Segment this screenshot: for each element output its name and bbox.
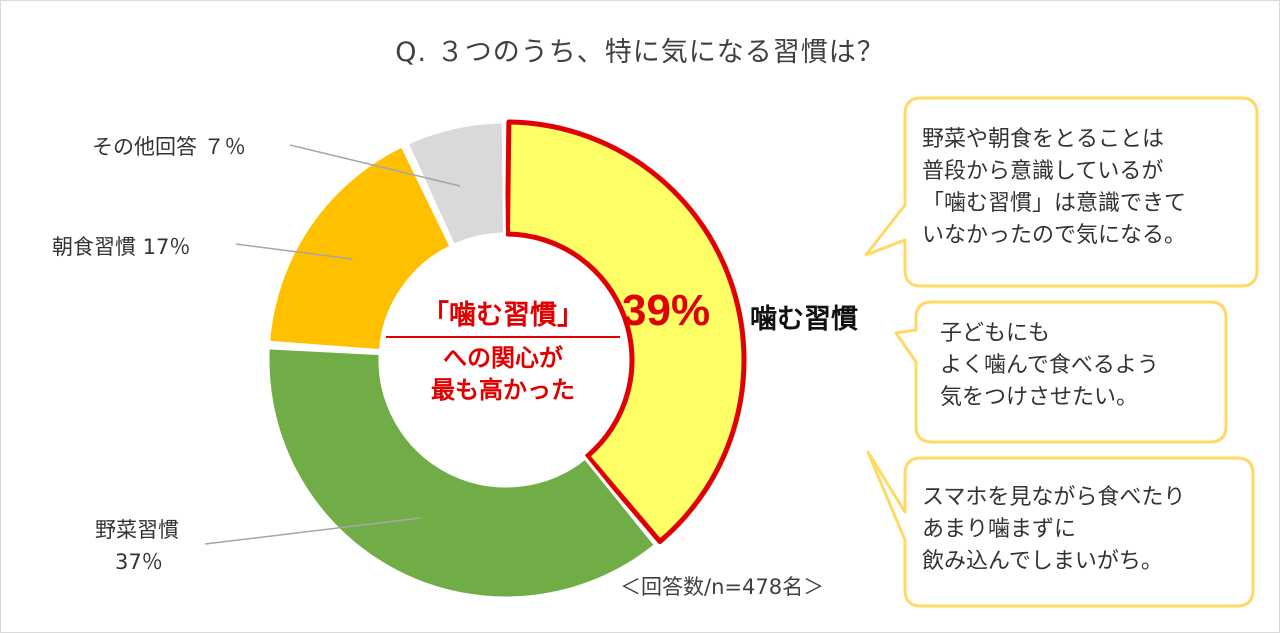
comment-3-line: あまり噛まずに [922,517,1077,542]
comment-bubbles [864,96,1259,608]
chart-title: Q. ３つのうち、特に気になる習慣は？ [395,37,885,68]
comment-1: 野菜や朝食をとることは 普段から意識しているが 「噛む習慣」は意識できて いなか… [922,124,1186,252]
slice-label-other: その他回答 ７％ [92,135,246,159]
comment-2: 子どもにも よく噛んで食べるよう 気をつけさせたい。 [940,318,1159,414]
slice-label-breakfast: 朝食習慣 17％ [52,235,191,259]
comment-3-line: 飲み込んでしまいがち。 [922,549,1163,574]
donut-slice-2 [266,346,658,600]
comment-1-line: 野菜や朝食をとることは [922,127,1165,152]
slice-label-chew-percent: 39% [622,286,711,335]
leader-line-3 [204,517,421,545]
donut-slices [266,119,747,600]
leader-line-1 [289,144,461,187]
comment-2-line: よく噛んで食べるよう [940,353,1159,378]
leader-lines [204,144,461,545]
slice-label-chew-name: 噛む習慣 [750,304,858,335]
sample-size-note: ＜回答数/n=478名＞ [620,575,825,599]
slice-label-vegetable-name: 野菜習慣 [95,518,179,542]
center-line-1: 「噛む習慣」 [386,298,620,338]
comment-1-line: 普段から意識しているが [922,159,1164,184]
donut-slice-3 [267,143,453,353]
center-line-3: 最も高かった [431,376,575,404]
slice-label-vegetable-value: 37％ [115,550,163,574]
donut-slice-4 [405,120,507,248]
comment-3-line: スマホを見ながら食べたり [922,485,1186,510]
center-message: 「噛む習慣」 への関心が 最も高かった [378,298,628,406]
donut-slice-1 [505,119,747,545]
comment-bubble-2 [894,300,1228,444]
comment-2-line: 子どもにも [940,321,1051,346]
comment-3: スマホを見ながら食べたり あまり噛まずに 飲み込んでしまいがち。 [922,482,1185,578]
comment-1-line: いなかったので気になる。 [922,223,1187,248]
comment-1-line: 「噛む習慣」は意識できて [922,191,1187,216]
center-line-2: への関心が [443,344,563,372]
comment-bubble-1 [864,96,1259,288]
comment-2-line: 気をつけさせたい。 [940,385,1139,410]
comment-bubble-3 [866,450,1255,608]
leader-line-2 [235,243,353,260]
